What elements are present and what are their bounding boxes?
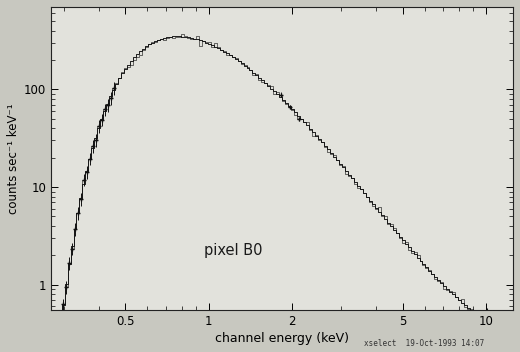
- X-axis label: channel energy (keV): channel energy (keV): [215, 332, 349, 345]
- Y-axis label: counts sec⁻¹ keV⁻¹: counts sec⁻¹ keV⁻¹: [7, 103, 20, 214]
- Text: pixel B0: pixel B0: [204, 244, 262, 258]
- Text: xselect  19-Oct-1993 14:07: xselect 19-Oct-1993 14:07: [364, 339, 484, 348]
